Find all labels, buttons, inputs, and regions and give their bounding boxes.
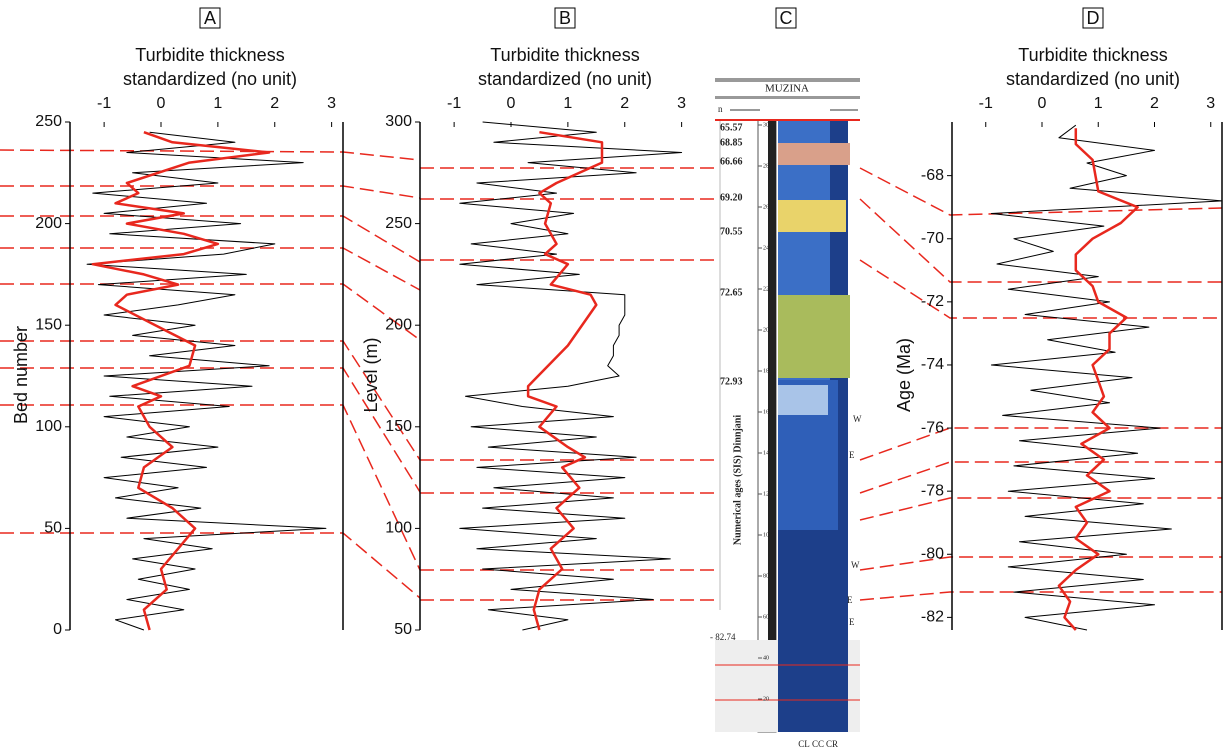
x-tick-label: 1 — [213, 95, 222, 112]
x-tick-label: -1 — [97, 95, 111, 112]
panel-box — [1082, 7, 1104, 29]
y-tick-label: 150 — [35, 316, 62, 333]
x-tick-label: 2 — [270, 95, 279, 112]
y-tick-label: 50 — [394, 621, 412, 638]
scale-label: 180 — [763, 368, 772, 374]
panel-letter: A — [204, 8, 216, 28]
y-tick-label: -74 — [921, 356, 944, 373]
scale-label: 220 — [763, 286, 772, 292]
smoothed-line — [1057, 128, 1139, 631]
panel-box — [554, 7, 576, 29]
column-age: 70.55 — [720, 226, 743, 237]
scale-label: 300 — [763, 122, 772, 128]
panel-box — [199, 7, 221, 29]
scale-label: 100 — [763, 532, 772, 538]
x-tick-label: 2 — [620, 95, 629, 112]
y-tick-label: -82 — [921, 609, 944, 626]
panel-letter: C — [780, 8, 793, 28]
stratigraphic-column: MUZINA n 65.57 68.85 66.66 69.20 70.55 7… — [710, 78, 862, 749]
column-age: 68.85 — [720, 137, 743, 148]
y-tick-label: -72 — [921, 293, 944, 310]
y-tick-label: 50 — [44, 520, 62, 537]
y-tick-label: 200 — [35, 215, 62, 232]
column-mark: n — [718, 104, 723, 114]
smoothed-line — [91, 131, 271, 631]
y-tick-label: 0 — [53, 621, 62, 638]
y-tick-label: 100 — [385, 520, 412, 537]
scale-label: 240 — [763, 245, 772, 251]
panel: D Turbidite thickness standardized (no uni… — [894, 7, 1223, 631]
y-tick-label: 150 — [385, 418, 412, 435]
column-scale: 300 280 260 240 220 200 180 160 140 120 100 80 60 40 2… — [758, 122, 772, 702]
y-axis-label: Age (Ma) — [894, 338, 914, 412]
y-tick-label: -68 — [921, 167, 944, 184]
grain-label: CC — [812, 739, 824, 749]
y-tick-label: 250 — [35, 113, 62, 130]
arrow-label: E — [849, 450, 855, 460]
scale-label: 60 — [763, 614, 769, 620]
scale-label: 20 — [763, 696, 769, 702]
column-age: 65.57 — [720, 122, 743, 133]
x-tick-label: 1 — [563, 95, 572, 112]
arrow-label: E — [849, 617, 855, 627]
column-age: 72.93 — [720, 376, 743, 387]
y-tick-label: 200 — [385, 316, 412, 333]
x-tick-label: 3 — [327, 95, 336, 112]
column-side-label: Numerical ages (SIS) Dinnjani — [732, 415, 743, 546]
column-age: 66.66 — [720, 156, 743, 167]
y-axis-label: Bed number — [11, 326, 31, 424]
panel-label: C — [775, 7, 797, 29]
column-age: - 82.74 — [710, 632, 736, 642]
y-tick-label: -70 — [921, 230, 944, 247]
y-tick-label: 100 — [35, 418, 62, 435]
scale-label: 160 — [763, 409, 772, 415]
y-tick-label: 300 — [385, 113, 412, 130]
x-tick-label: -1 — [447, 95, 461, 112]
y-tick-label: 250 — [385, 215, 412, 232]
y-axis-label: Level (m) — [361, 337, 381, 412]
scale-label: 80 — [763, 573, 769, 579]
x-tick-label: -1 — [979, 95, 993, 112]
panel: A Turbidite thickness standardized (no uni… — [11, 7, 344, 638]
scale-label: 280 — [763, 163, 772, 169]
scale-label: 120 — [763, 491, 772, 497]
scale-label: 200 — [763, 327, 772, 333]
x-tick-label: 0 — [157, 95, 166, 112]
panel-letter: D — [1087, 8, 1100, 28]
chart-title: Turbidite thickness — [490, 45, 639, 65]
panel-letter: B — [559, 8, 571, 28]
x-tick-label: 2 — [1150, 95, 1159, 112]
grain-label: CR — [826, 739, 838, 749]
x-tick-label: 3 — [1206, 95, 1215, 112]
thickness-line — [86, 131, 327, 631]
grain-label: CL — [798, 739, 810, 749]
arrow-label: W — [851, 560, 860, 570]
x-tick-label: 1 — [1094, 95, 1103, 112]
scale-label: 260 — [763, 204, 772, 210]
arrow-label: E — [847, 595, 853, 605]
thickness-line — [459, 121, 683, 631]
column-age: 69.20 — [720, 192, 743, 203]
scale-label: 140 — [763, 450, 772, 456]
x-tick-label: 0 — [1038, 95, 1047, 112]
column-name: MUZINA — [765, 83, 809, 95]
arrow-label: W — [853, 414, 862, 424]
chart-title: Turbidite thickness — [135, 45, 284, 65]
y-tick-label: -78 — [921, 482, 944, 499]
smoothed-line — [526, 130, 604, 631]
chart-title: Turbidite thickness — [1018, 45, 1167, 65]
chart-title: standardized (no unit) — [1006, 69, 1180, 89]
x-tick-label: 3 — [677, 95, 686, 112]
x-tick-label: 0 — [507, 95, 516, 112]
chart-title: standardized (no unit) — [123, 69, 297, 89]
y-tick-label: -80 — [921, 545, 944, 562]
thickness-line — [990, 124, 1223, 631]
chart-title: standardized (no unit) — [478, 69, 652, 89]
scale-label: 40 — [763, 655, 769, 661]
correlation-lines — [0, 149, 1223, 601]
y-tick-label: -76 — [921, 419, 944, 436]
column-age: 72.65 — [720, 287, 743, 298]
panel: B Turbidite thickness standardized (no uni… — [361, 7, 686, 638]
